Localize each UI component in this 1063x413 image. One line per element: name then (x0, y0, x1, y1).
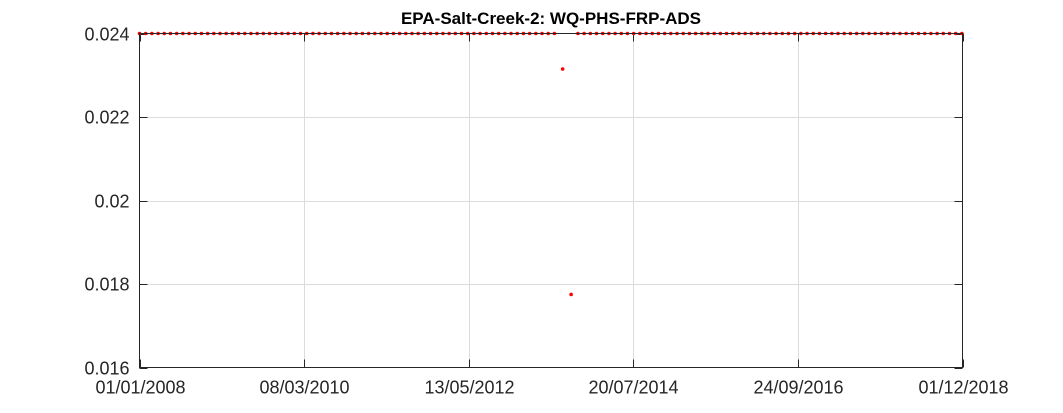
x-tick-label: 08/03/2010 (259, 378, 349, 398)
x-tick-label: 01/01/2008 (95, 378, 185, 398)
x-tick-label: 20/07/2014 (588, 378, 678, 398)
y-tick-label: 0.022 (84, 108, 129, 128)
y-tick-label: 0.024 (84, 25, 129, 45)
data-point (560, 67, 565, 71)
chart-title: EPA-Salt-Creek-2: WQ-PHS-FRP-ADS (401, 9, 701, 28)
y-tick-label: 0.02 (94, 192, 129, 212)
y-tick-label: 0.016 (84, 359, 129, 379)
x-tick-label: 01/12/2018 (918, 378, 1008, 398)
x-tick-label: 13/05/2012 (424, 378, 514, 398)
data-points (137, 31, 964, 297)
y-tick-labels: 0.016 0.018 0.02 0.022 0.024 (84, 25, 129, 379)
x-tick-label: 24/09/2016 (753, 378, 843, 398)
y-tick-label: 0.018 (84, 275, 129, 295)
x-tick-labels: 01/01/2008 08/03/2010 13/05/2012 20/07/2014… (95, 378, 1008, 398)
data-point (569, 292, 573, 297)
plot-area-frame (139, 33, 963, 368)
grid-lines (139, 33, 963, 368)
